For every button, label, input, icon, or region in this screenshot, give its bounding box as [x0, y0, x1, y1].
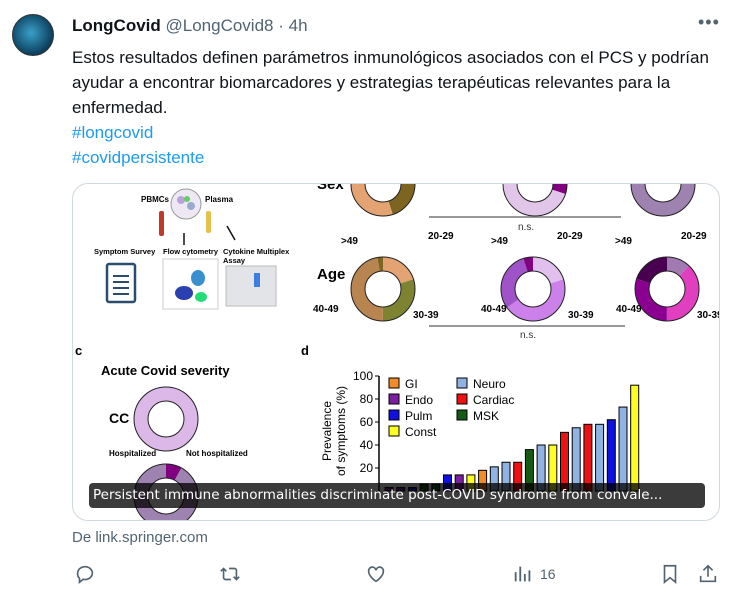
reply-icon [76, 565, 94, 584]
panel-c-label: c [75, 343, 82, 358]
ns-label-age: n.s. [520, 330, 536, 341]
retweet-icon [220, 567, 240, 581]
bookmark-icon [663, 564, 677, 585]
hashtag-covidpersistente[interactable]: #covidpersistente [72, 148, 205, 167]
sex-label: Sex [317, 184, 344, 193]
legend-label: MSK [473, 409, 499, 423]
legend-label: Const [405, 425, 437, 439]
figure-image: PBMCs Plasma Symptom Survey Flow cytomet… [75, 184, 720, 520]
legend-swatch [456, 393, 468, 405]
sex-donut-1 [350, 184, 416, 217]
link-card[interactable]: PBMCs Plasma Symptom Survey Flow cytomet… [72, 183, 720, 521]
svg-text:>49: >49 [341, 236, 358, 247]
legend-label: Neuro [473, 377, 506, 391]
svg-text:40-49: 40-49 [481, 304, 507, 315]
svg-text:>49: >49 [615, 236, 632, 247]
svg-text:20-29: 20-29 [428, 231, 454, 242]
panel-d-label: d [301, 343, 309, 358]
not-hospitalized-label: Not hospitalized [186, 449, 248, 458]
sex-donut-2 [502, 184, 568, 217]
y-tick-label: 80 [360, 392, 374, 406]
views-button[interactable]: 16 [512, 562, 556, 586]
tweet-text: Estos resultados definen parámetros inmu… [72, 45, 712, 170]
y-tick-label: 40 [360, 438, 374, 452]
y-tick-label: 20 [360, 461, 374, 475]
legend-label: GI [405, 377, 418, 391]
bar [618, 406, 628, 492]
legend-swatch [456, 409, 468, 421]
tweet-body: Estos resultados definen parámetros inmu… [72, 48, 709, 117]
like-button[interactable] [365, 562, 387, 586]
survey-label: Symptom Survey [94, 247, 156, 256]
svg-text:40-49: 40-49 [313, 304, 339, 315]
svg-text:40-49: 40-49 [616, 304, 642, 315]
views-chart-icon [514, 566, 531, 582]
severity-title: Acute Covid severity [101, 363, 230, 378]
age-donut-3 [634, 256, 700, 322]
views-count: 16 [540, 566, 556, 582]
avatar[interactable] [12, 14, 54, 56]
tweet-header: LongCovid @LongCovid8 · 4h [72, 16, 308, 36]
bar [571, 427, 581, 492]
legend-label: Pulm [405, 409, 432, 423]
legend-label: Cardiac [473, 393, 514, 407]
more-horizontal-icon[interactable]: ••• [698, 12, 720, 32]
legend-swatch [388, 393, 400, 405]
timestamp[interactable]: 4h [288, 16, 308, 35]
age-donut-2 [500, 256, 566, 322]
y-tick-label: 100 [353, 369, 373, 383]
age-donut-1 [350, 256, 416, 322]
y-tick-label: 60 [360, 415, 374, 429]
legend-swatch [388, 409, 400, 421]
share-button[interactable] [697, 562, 719, 586]
svg-text:30-39: 30-39 [697, 310, 720, 321]
sex-donut-3 [630, 184, 696, 217]
card-caption[interactable]: Persistent immune abnormalities discrimi… [89, 483, 705, 508]
svg-text:20-29: 20-29 [557, 231, 583, 242]
bar [630, 384, 640, 492]
ns-label-sex: n.s. [518, 222, 534, 233]
cc-label: CC [109, 410, 129, 426]
svg-text:30-39: 30-39 [413, 310, 439, 321]
card-source[interactable]: De link.springer.com [72, 529, 208, 546]
svg-text:>49: >49 [491, 236, 508, 247]
age-label: Age [317, 266, 345, 283]
heart-icon [367, 566, 385, 583]
bookmark-button[interactable] [659, 562, 681, 586]
legend-label: Endo [405, 393, 433, 407]
bar [595, 423, 605, 492]
assay-label: Assay [223, 256, 246, 265]
hospitalized-label: Hospitalized [109, 449, 156, 458]
hashtag-longcovid[interactable]: #longcovid [72, 123, 154, 142]
plasma-label: Plasma [205, 195, 234, 204]
svg-text:20-29: 20-29 [681, 231, 707, 242]
pbmcs-label: PBMCs [141, 195, 170, 204]
bar [606, 419, 616, 492]
legend-swatch [388, 377, 400, 389]
schematic: PBMCs Plasma Symptom Survey Flow cytomet… [94, 188, 290, 310]
cytokine-label: Cytokine Multiplex [223, 247, 290, 256]
bar [583, 423, 593, 492]
svg-text:30-39: 30-39 [568, 310, 594, 321]
legend-swatch [388, 425, 400, 437]
legend-swatch [456, 377, 468, 389]
reply-button[interactable] [74, 562, 96, 586]
separator: · [278, 16, 284, 35]
display-name[interactable]: LongCovid [72, 16, 161, 35]
cc-donut [133, 386, 199, 452]
handle[interactable]: @LongCovid8 [165, 16, 274, 35]
y-axis-label: Prevalenceof symptoms (%) [320, 386, 348, 476]
symptom-bar-chart: 20 40 60 80 100 Prevalenceof symptoms (%) GI Ne… [320, 369, 640, 492]
flow-label: Flow cytometry [163, 247, 219, 256]
share-icon [699, 564, 717, 583]
retweet-button[interactable] [219, 562, 241, 586]
